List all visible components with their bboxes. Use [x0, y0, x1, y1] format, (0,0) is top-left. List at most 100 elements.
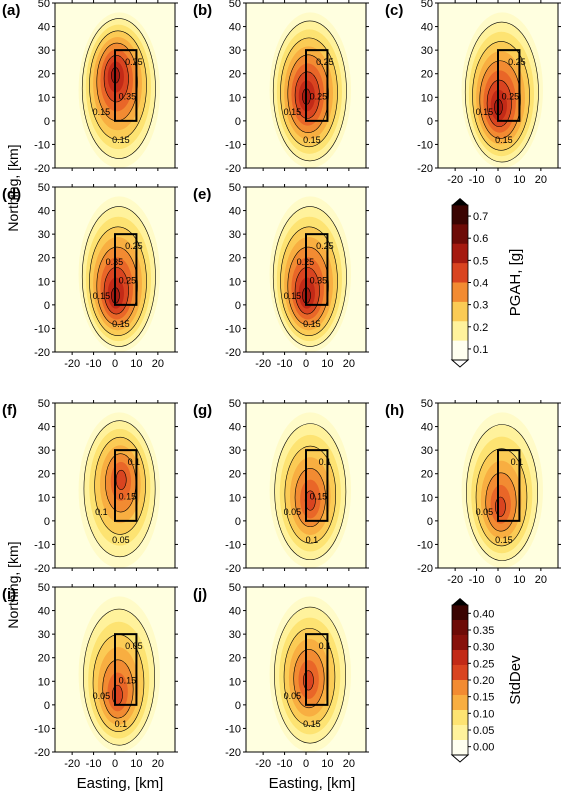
y-tick-label: 40 — [229, 206, 241, 218]
axis-labels: Northing, [km] Northing, [km] Easting, [… — [5, 144, 355, 792]
x-tick-label: -20 — [447, 174, 463, 186]
contour-label: 0.1 — [319, 457, 332, 467]
contour-field: 0.05 0.05 0.1 0.15 — [78, 596, 160, 752]
contour-label: 0.25 — [119, 275, 137, 285]
y-tick-label: 10 — [229, 92, 241, 104]
contour-label: 0.15 — [495, 535, 513, 545]
y-tick-label: 20 — [229, 653, 241, 665]
fault-box — [305, 633, 329, 706]
colorbar-swatch — [452, 635, 468, 651]
contour-label: 0.15 — [284, 107, 302, 117]
contour-label: 0.25 — [125, 57, 143, 67]
y-tick-label: -10 — [417, 539, 433, 551]
y-tick-label: 10 — [229, 276, 241, 288]
y-tick-label: 10 — [229, 492, 241, 504]
x-tick-label: 0 — [112, 358, 118, 370]
contour-field: 0.05 0.1 0.15 — [461, 412, 543, 568]
y-tick-label: -20 — [34, 563, 50, 575]
y-tick-label: -20 — [225, 347, 241, 359]
x-tick-label: -10 — [469, 574, 485, 586]
y-tick-label: 0 — [235, 516, 241, 528]
panel-label: (f) — [2, 402, 17, 419]
y-tick-label: 0 — [427, 116, 433, 128]
y-tick-label: 10 — [38, 92, 50, 104]
x-tick-label: -20 — [64, 358, 80, 370]
y-tick-label: 50 — [38, 0, 50, 10]
contour-label: 0.35 — [119, 91, 137, 101]
x-tick-label: -20 — [447, 574, 463, 586]
colorbar-bottom-arrow — [450, 359, 470, 368]
contour-label: 0.25 — [125, 241, 143, 251]
contour-label: 0.05 — [476, 507, 494, 517]
y-tick-label: 30 — [421, 45, 433, 57]
y-tick-label: 40 — [38, 206, 50, 218]
contour-label: 0.15 — [119, 675, 137, 685]
x-tick-label: 0 — [495, 174, 501, 186]
y-tick-label: -10 — [225, 139, 241, 151]
fault-box — [497, 449, 521, 522]
panel-j: 0.05 0.1 0.15 -20 -10 0 10 20 30 40 50 -20 -10 0 10 20 (… — [193, 582, 369, 770]
x-tick-label: 20 — [152, 358, 164, 370]
colorbar-tick-label: 0.2 — [473, 322, 488, 334]
panel-label: (h) — [385, 402, 404, 419]
y-tick-label: 50 — [229, 0, 241, 10]
x-tick-label: 0 — [112, 758, 118, 770]
fault-box — [497, 49, 521, 122]
panel-a: 0.15 0.25 0.15 0.35 -20 -10 0 10 20 30 40 50 (a) — [2, 0, 178, 175]
x-tick-label: -10 — [86, 358, 102, 370]
contour-label: 0.05 — [284, 691, 302, 701]
colorbar-swatch — [452, 695, 468, 711]
contour-label: 0.05 — [93, 691, 111, 701]
contour-label: 0.1 — [128, 457, 141, 467]
y-tick-label: -10 — [225, 539, 241, 551]
y-tick-label: -10 — [225, 323, 241, 335]
y-tick-label: 0 — [44, 700, 50, 712]
colorbar-tick-label: 0.40 — [473, 608, 494, 620]
contour-label: 0.25 — [502, 91, 520, 101]
contour-label: 0.25 — [316, 241, 334, 251]
x-tick-label: 10 — [130, 358, 142, 370]
y-tick-label: 10 — [229, 676, 241, 688]
y-tick-label: 0 — [44, 116, 50, 128]
contour-label: 0.15 — [476, 107, 494, 117]
colorbar-swatch — [452, 605, 468, 621]
y-tick-label: 0 — [44, 516, 50, 528]
y-tick-label: -10 — [417, 139, 433, 151]
colorbar-swatch — [452, 620, 468, 636]
colorbar-tick-label: 0.15 — [473, 692, 494, 704]
x-tick-label: -10 — [277, 758, 293, 770]
colorbar-swatch — [452, 340, 468, 361]
y-tick-label: -20 — [225, 163, 241, 175]
contour-label: 0.15 — [303, 135, 321, 145]
colorbar-swatch — [452, 650, 468, 666]
contour-label: 0.15 — [93, 107, 111, 117]
contour-level — [112, 684, 123, 705]
y-tick-label: 30 — [421, 445, 433, 457]
contour-label: 0.15 — [310, 491, 328, 501]
panel-label: (j) — [193, 586, 207, 603]
y-axis-label-top: Northing, [km] — [5, 144, 21, 231]
y-tick-label: 20 — [229, 469, 241, 481]
contour-level — [495, 496, 506, 517]
colorbar-swatch — [452, 725, 468, 741]
x-tick-label: -20 — [255, 358, 271, 370]
y-tick-label: -20 — [34, 163, 50, 175]
y-tick-label: 20 — [38, 653, 50, 665]
x-tick-label: 0 — [303, 758, 309, 770]
x-tick-label: 20 — [152, 758, 164, 770]
colorbar-tick-label: 0.10 — [473, 708, 494, 720]
y-tick-label: 0 — [427, 516, 433, 528]
y-tick-label: 40 — [38, 606, 50, 618]
contour-label: 0.05 — [284, 507, 302, 517]
contour-label: 0.1 — [319, 641, 332, 651]
y-tick-label: -10 — [225, 723, 241, 735]
y-tick-label: 30 — [38, 229, 50, 241]
y-tick-label: 0 — [44, 300, 50, 312]
contour-field: 0.05 0.1 0.15 — [269, 596, 351, 752]
y-tick-label: 50 — [229, 398, 241, 410]
contour-field: 0.15 0.25 0.15 0.25 — [269, 12, 351, 168]
panel-label: (a) — [2, 2, 20, 19]
panel-c: 0.15 0.25 0.15 0.25 -20 -10 0 10 20 30 40 50 -20 -10 0… — [385, 0, 561, 186]
y-tick-label: -10 — [34, 139, 50, 151]
x-tick-label: -10 — [469, 174, 485, 186]
